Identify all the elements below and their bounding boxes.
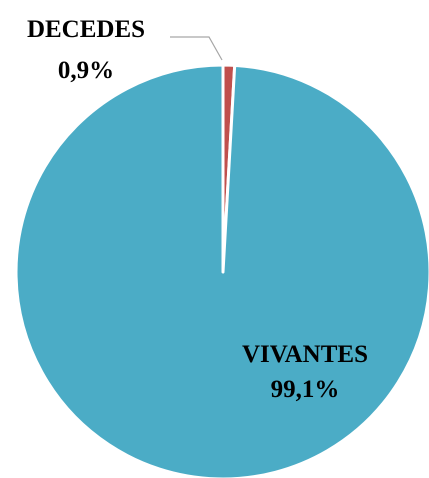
pie-slices <box>14 63 429 478</box>
vivantes-slice <box>14 63 429 478</box>
decedes-leader-line <box>170 36 223 61</box>
decedes-percent: 0,9% <box>58 57 114 84</box>
pie-labels: DECEDES 0,9% VIVANTES 99,1% <box>27 16 368 403</box>
vivantes-percent: 99,1% <box>271 376 340 403</box>
decedes-label: DECEDES <box>27 16 145 43</box>
vivantes-label: VIVANTES <box>242 341 368 368</box>
